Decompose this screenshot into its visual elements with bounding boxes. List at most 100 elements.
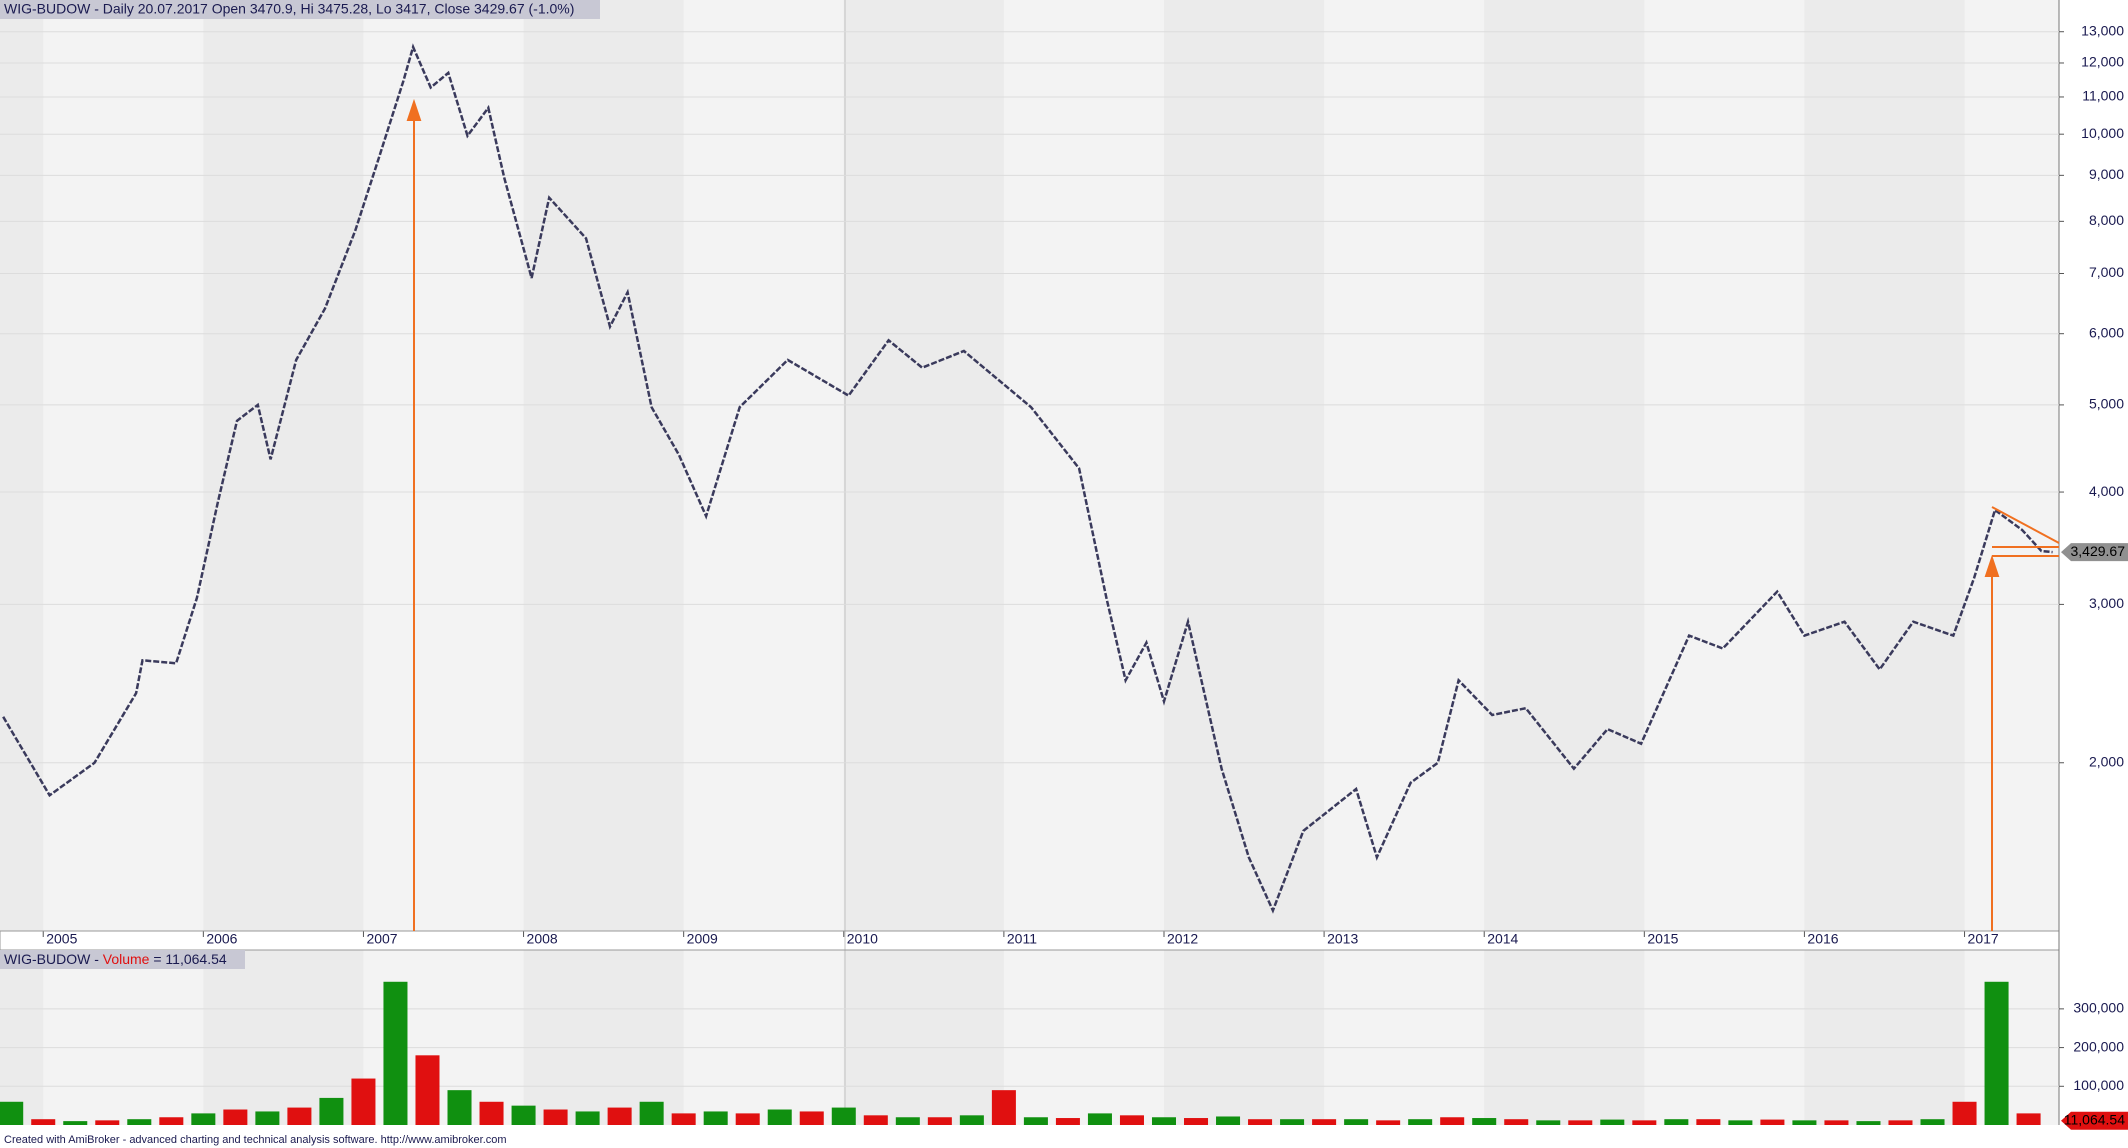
volume-bar <box>2016 1113 2041 1125</box>
volume-bar <box>287 1107 312 1125</box>
volume-bar <box>1151 1117 1176 1125</box>
x-tick-label: 2008 <box>527 931 558 947</box>
volume-bar <box>1632 1120 1657 1125</box>
annotations <box>406 98 2060 931</box>
title-part: WIG-BUDOW - <box>4 951 103 967</box>
y-tick-label: 2,000 <box>2089 753 2124 769</box>
volume-bar <box>1216 1116 1241 1125</box>
y-tick-label: 5,000 <box>2089 396 2124 412</box>
y-tick-label: 10,000 <box>2081 125 2124 141</box>
volume-bar <box>1856 1121 1881 1125</box>
x-tick-label: 2009 <box>687 931 718 947</box>
volume-bar <box>1984 981 2009 1125</box>
volume-bar <box>1536 1120 1561 1125</box>
volume-bar <box>223 1109 248 1125</box>
volume-bar <box>1023 1117 1048 1125</box>
y-tick-label: 11,000 <box>2082 88 2124 104</box>
x-tick-label: 2010 <box>847 931 878 947</box>
volume-bar <box>1344 1119 1369 1125</box>
volume-bar <box>127 1119 152 1125</box>
x-tick-label: 2007 <box>366 931 397 947</box>
volume-bar <box>1312 1119 1337 1125</box>
x-tick-label: 2017 <box>1968 931 1999 947</box>
volume-bar <box>191 1113 216 1125</box>
y-tick-label: 4,000 <box>2089 483 2124 499</box>
x-tick-label: 2011 <box>1007 931 1037 947</box>
volume-bar <box>1568 1120 1593 1125</box>
volume-bar <box>959 1115 984 1125</box>
volume-bar <box>703 1111 728 1125</box>
volume-bar <box>1376 1120 1401 1125</box>
x-tick-label: 2015 <box>1647 931 1678 947</box>
volume-bar <box>1280 1119 1305 1125</box>
volume-bar <box>1504 1119 1529 1125</box>
volume-bar <box>639 1101 664 1125</box>
volume-bar <box>63 1121 88 1125</box>
volume-bar <box>1888 1120 1913 1125</box>
year-band <box>1324 0 1485 931</box>
volume-bar <box>831 1107 856 1125</box>
volume-bar <box>0 1101 24 1125</box>
year-band <box>1003 0 1164 931</box>
volume-bar <box>1824 1120 1849 1125</box>
volume-bar <box>1087 1113 1112 1125</box>
year-band <box>43 0 204 931</box>
x-tick-label: 2014 <box>1487 931 1518 947</box>
y-tick-label: 8,000 <box>2089 212 2124 228</box>
volume-bar <box>1696 1119 1721 1125</box>
arrow-head <box>1984 554 2000 577</box>
volume-bar <box>1119 1115 1144 1125</box>
y-tick-label: 6,000 <box>2089 324 2124 340</box>
title-part: = 11,064.54 <box>149 951 226 967</box>
year-band <box>1644 950 1805 1125</box>
price-line <box>2 43 2053 914</box>
trend-line <box>1991 506 2060 544</box>
x-tick-label: 2016 <box>1807 931 1838 947</box>
volume-bar <box>671 1113 696 1125</box>
volume-bar <box>319 1097 344 1125</box>
volume-bar <box>1408 1119 1433 1125</box>
year-band <box>1324 950 1485 1125</box>
volume-bar <box>1952 1101 1977 1125</box>
volume-bar <box>1440 1117 1465 1125</box>
year-bands <box>0 0 2059 1125</box>
year-band <box>43 950 204 1125</box>
volume-bar <box>1728 1120 1753 1125</box>
x-tick-label: 2006 <box>206 931 237 947</box>
year-band <box>683 0 844 931</box>
chart-title: WIG-BUDOW - Daily 20.07.2017 Open 3470.9… <box>4 1 574 17</box>
volume-bar <box>479 1101 504 1125</box>
volume-bar <box>31 1119 56 1125</box>
volume-bar <box>799 1111 824 1125</box>
volume-bar <box>1248 1119 1273 1125</box>
volume-bar <box>1055 1118 1080 1125</box>
y-tick-label: 3,000 <box>2089 595 2124 611</box>
x-tick-label: 2012 <box>1167 931 1198 947</box>
volume-bar <box>159 1117 184 1125</box>
year-band <box>683 950 844 1125</box>
volume-bar <box>607 1107 632 1125</box>
last-value-tag <box>2061 543 2128 562</box>
y-tick-label: 300,000 <box>2073 1000 2124 1016</box>
volume-bar <box>383 981 408 1125</box>
volume-bar <box>1472 1118 1497 1125</box>
volume-bar <box>1600 1119 1625 1125</box>
volume-bar <box>575 1111 600 1125</box>
y-tick-label: 12,000 <box>2081 54 2124 70</box>
volume-bar <box>351 1078 376 1125</box>
volume-bar <box>1184 1118 1209 1125</box>
last-value-label: 11,064.54 <box>2064 1111 2125 1127</box>
y-tick-label: 100,000 <box>2073 1077 2124 1093</box>
volume-bar <box>511 1105 536 1125</box>
volume-bar <box>1760 1119 1785 1125</box>
year-band <box>1644 0 1805 931</box>
y-tick-label: 7,000 <box>2089 264 2124 280</box>
volume-bar <box>447 1090 472 1125</box>
y-tick-label: 9,000 <box>2089 166 2124 182</box>
volume-bar <box>415 1055 440 1125</box>
y-tick-label: 200,000 <box>2073 1038 2124 1054</box>
volume-bar <box>543 1109 568 1125</box>
footer: Created with AmiBroker - advanced charti… <box>4 1134 507 1146</box>
